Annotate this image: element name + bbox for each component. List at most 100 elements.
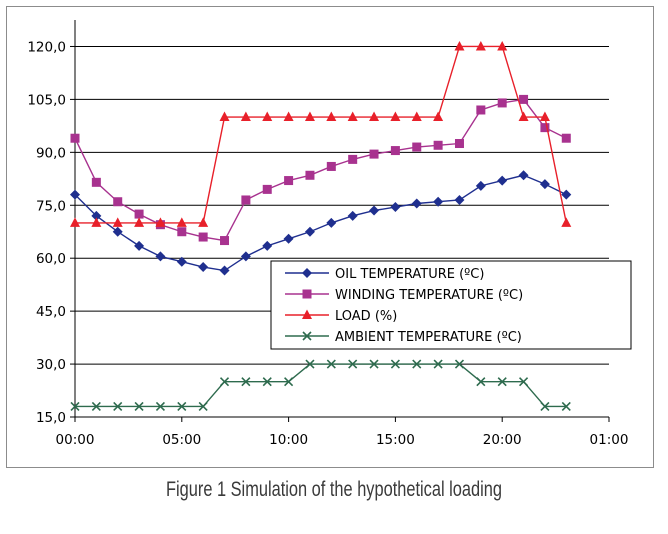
series-layer <box>70 40 572 411</box>
data-point-diamond <box>433 196 444 207</box>
data-point-diamond <box>198 262 209 273</box>
data-point-diamond <box>91 210 102 221</box>
data-point-diamond <box>518 170 529 181</box>
data-point-diamond <box>262 240 273 251</box>
data-point-triangle <box>304 111 315 122</box>
data-point-x <box>412 359 422 369</box>
x-tick-label: 01:00 <box>590 432 629 448</box>
legend-marker <box>302 331 312 341</box>
data-point-square <box>476 105 486 115</box>
data-point-diamond <box>155 251 166 262</box>
data-point-x <box>113 401 123 411</box>
data-point-x <box>198 401 208 411</box>
y-tick-label: 30,0 <box>36 357 66 373</box>
data-point-triangle <box>561 217 572 227</box>
data-point-diamond <box>369 205 380 216</box>
data-point-diamond <box>411 198 422 209</box>
data-point-triangle <box>518 111 529 122</box>
data-point-x <box>476 377 486 387</box>
data-point-diamond <box>454 194 465 205</box>
data-point-x <box>348 359 358 369</box>
y-tick-label: 45,0 <box>36 304 66 320</box>
data-point-square <box>70 133 80 143</box>
data-point-triangle <box>262 111 273 122</box>
data-point-square <box>369 149 379 159</box>
data-point-square <box>433 140 443 150</box>
data-point-triangle <box>134 217 145 227</box>
data-point-square <box>134 209 144 219</box>
y-tick-label: 120,0 <box>27 39 66 55</box>
x-tick-label: 05:00 <box>162 432 201 448</box>
data-point-square <box>454 139 464 149</box>
legend-label: LOAD (%) <box>335 309 397 324</box>
data-point-square <box>113 197 123 207</box>
data-point-square <box>390 146 400 156</box>
legend-entry: AMBIENT TEMPERATURE (ºC) <box>285 330 522 345</box>
figure-caption: Figure 1 Simulation of the hypothetical … <box>165 478 503 501</box>
data-point-x <box>326 359 336 369</box>
data-point-triangle <box>283 111 294 122</box>
legend-entry: OIL TEMPERATURE (ºC) <box>285 267 484 282</box>
data-point-x <box>241 377 251 387</box>
series-ambient-temperature <box>70 359 571 411</box>
data-point-square <box>540 123 550 133</box>
data-point-x <box>262 377 272 387</box>
data-point-triangle <box>539 111 550 122</box>
data-point-diamond <box>347 210 358 221</box>
data-point-x <box>70 401 80 411</box>
data-point-triangle <box>497 40 508 51</box>
data-point-x <box>305 359 315 369</box>
data-point-diamond <box>326 217 337 228</box>
data-point-x <box>219 377 230 387</box>
data-point-triangle <box>454 40 465 51</box>
series-line <box>75 45 567 224</box>
legend-box <box>270 260 632 350</box>
data-point-square <box>241 195 251 205</box>
legend-label: AMBIENT TEMPERATURE (ºC) <box>335 330 522 345</box>
y-tick-label: 15,0 <box>36 410 66 426</box>
data-point-diamond <box>475 180 486 191</box>
data-point-triangle <box>347 111 358 122</box>
axes: 15,0 30,0 45,0 60,0 75,0 90,0 105,0 120,0 00:00 0… <box>27 20 628 448</box>
data-point-square <box>220 236 230 246</box>
data-point-x <box>284 377 294 387</box>
data-point-square <box>262 184 272 194</box>
legend-label: WINDING TEMPERATURE (ºC) <box>335 288 523 303</box>
data-point-triangle <box>155 217 166 227</box>
data-point-diamond <box>176 256 187 267</box>
data-point-triangle <box>70 217 80 227</box>
data-point-diamond <box>112 226 123 237</box>
data-point-square <box>348 154 358 164</box>
data-point-diamond <box>70 189 80 200</box>
series-load <box>70 40 572 227</box>
x-tick-label: 15:00 <box>376 432 415 448</box>
data-point-triangle <box>91 217 102 227</box>
data-point-square <box>198 232 208 242</box>
data-point-x <box>497 377 507 387</box>
legend-entry: WINDING TEMPERATURE (ºC) <box>285 288 523 303</box>
data-point-x <box>540 401 550 411</box>
y-tick-label: 105,0 <box>27 92 66 108</box>
data-point-square <box>412 142 422 152</box>
data-point-square <box>305 170 315 180</box>
line-chart: 15,0 30,0 45,0 60,0 75,0 90,0 105,0 120,0 00:00 0… <box>27 20 632 448</box>
legend-marker <box>302 289 312 299</box>
data-point-x <box>390 359 400 369</box>
series-line <box>75 363 567 408</box>
legend: OIL TEMPERATURE (ºC) WINDING TEMPERATURE … <box>270 260 632 350</box>
data-point-triangle <box>240 111 251 122</box>
data-point-triangle <box>326 111 337 122</box>
legend-marker <box>302 309 312 319</box>
data-point-diamond <box>497 175 508 186</box>
data-point-square <box>561 133 571 143</box>
data-point-x <box>518 377 529 387</box>
data-point-square <box>326 161 336 171</box>
data-point-x <box>561 401 571 411</box>
data-point-diamond <box>283 233 294 244</box>
x-tick-label: 20:00 <box>483 432 522 448</box>
data-point-triangle <box>112 217 123 227</box>
data-point-triangle <box>219 111 230 122</box>
y-tick-label: 75,0 <box>36 198 66 214</box>
data-point-x <box>454 359 465 369</box>
chart-frame <box>6 6 654 468</box>
